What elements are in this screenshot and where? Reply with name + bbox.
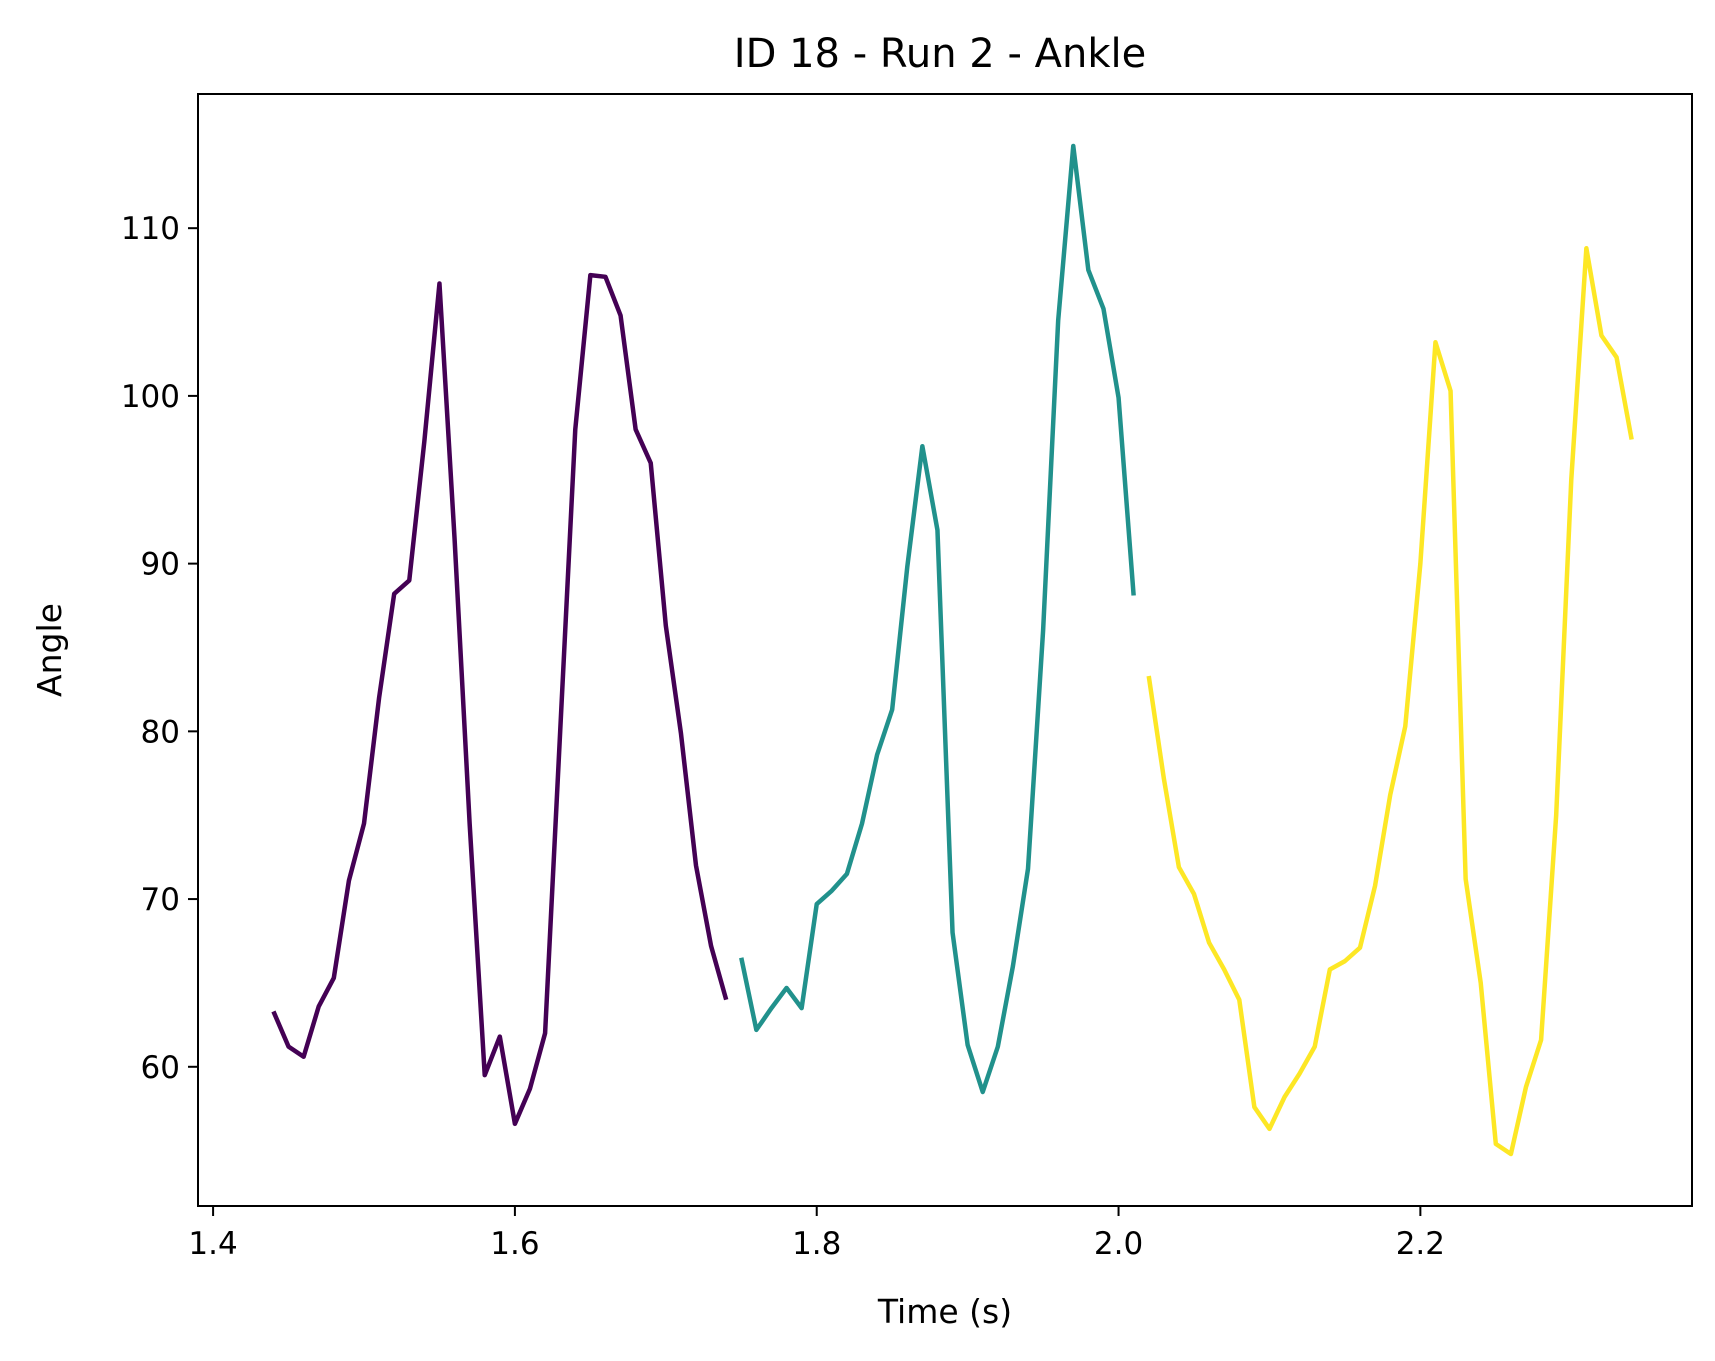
- x-tick-label: 2.2: [1396, 1226, 1445, 1262]
- series-line-3: [1146, 246, 1634, 1157]
- series-line-2: [739, 143, 1136, 1095]
- y-axis-label: Angle: [30, 603, 69, 697]
- x-tick-label: 2.0: [1094, 1226, 1143, 1262]
- x-tick-label: 1.8: [792, 1226, 841, 1262]
- y-tick-label: 70: [141, 882, 180, 918]
- series-layer: [271, 143, 1634, 1157]
- y-tick-label: 60: [141, 1050, 180, 1086]
- y-tick-label: 100: [121, 379, 180, 415]
- x-tick-label: 1.4: [188, 1226, 237, 1262]
- chart-title: ID 18 - Run 2 - Ankle: [734, 31, 1146, 77]
- series-line-1: [271, 272, 729, 1127]
- x-axis-label: Time (s): [877, 1292, 1012, 1331]
- y-tick-label: 80: [141, 714, 180, 750]
- y-tick-label: 110: [121, 211, 180, 247]
- plot-area-frame: [197, 93, 1693, 1207]
- y-axis-ticks: 60 70 80 90 100 110: [121, 211, 198, 1086]
- y-tick-label: 90: [141, 547, 180, 583]
- x-axis-ticks: 1.4 1.6 1.8 2.0 2.2: [188, 1206, 1445, 1262]
- x-tick-label: 1.6: [490, 1226, 539, 1262]
